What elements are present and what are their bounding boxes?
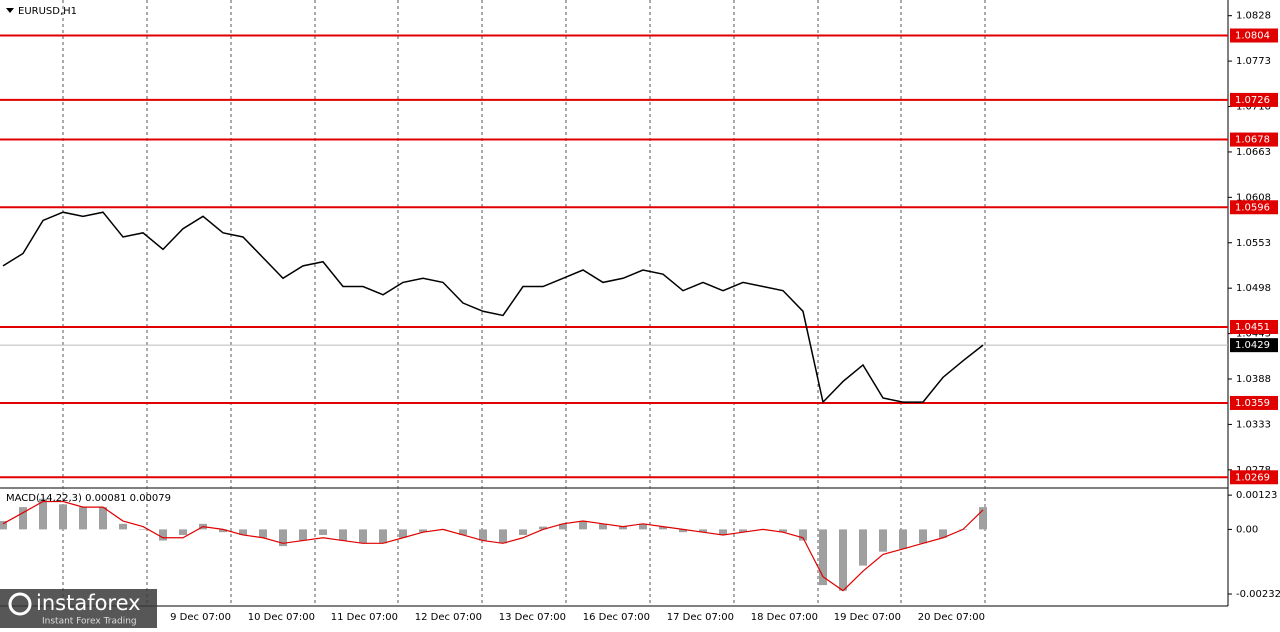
symbol-title: EURUSD,H1 (18, 6, 77, 17)
level-box (1230, 395, 1278, 410)
time-label: 10 Dec 07:00 (248, 612, 315, 623)
y-tick-label: 1.0333 (1236, 419, 1271, 430)
y-tick-label: 0.00123 (1236, 490, 1277, 501)
time-label: 17 Dec 07:00 (667, 612, 734, 623)
y-tick-label: 1.0553 (1236, 238, 1271, 249)
macd-bar (739, 529, 747, 533)
time-label: 19 Dec 07:00 (834, 612, 901, 623)
price-line (2, 211, 984, 404)
macd-bar (399, 529, 407, 538)
indicator-title: MACD(14,22,3) 0.00081 0.00079 (6, 493, 171, 504)
level-label: 1.0804 (1235, 31, 1270, 42)
time-label: 20 Dec 07:00 (918, 612, 985, 623)
macd-bar (539, 526, 547, 530)
y-tick-label: 1.0388 (1236, 374, 1271, 385)
macd-bar (659, 526, 667, 530)
macd-bar (479, 529, 487, 541)
y-tick-label: 1.0608 (1236, 192, 1271, 203)
macd-bar (579, 521, 587, 530)
macd-bar (799, 529, 807, 541)
macd-bar (39, 498, 47, 530)
macd-bar (119, 523, 127, 530)
macd-bar (239, 529, 247, 535)
current-price-box (1230, 338, 1278, 353)
macd-bar (679, 529, 687, 533)
logo-name: instaforex (36, 591, 141, 615)
time-label: 12 Dec 07:00 (415, 612, 482, 623)
macd-bar (339, 529, 347, 541)
y-tick-label: 1.0773 (1236, 56, 1271, 67)
time-label: 11 Dec 07:00 (331, 612, 398, 623)
macd-bar (839, 529, 847, 591)
macd-bar (79, 507, 87, 530)
macd-bar (879, 529, 887, 552)
logo: instaforex Instant Forex Trading (0, 589, 157, 628)
macd-bar (819, 529, 827, 586)
macd-bar (619, 526, 627, 530)
macd-bar (179, 529, 187, 535)
level-label: 1.0359 (1235, 398, 1270, 409)
y-tick-label: 1.0663 (1236, 147, 1271, 158)
menu-arrow[interactable] (6, 8, 14, 13)
current-price-label: 1.0429 (1235, 340, 1270, 351)
time-label: 9 Dec 07:00 (170, 612, 231, 623)
y-tick-label: 0.00 (1236, 524, 1258, 535)
macd-bar (319, 529, 327, 535)
macd-bar (279, 529, 287, 547)
level-box (1230, 92, 1278, 107)
level-label: 1.0451 (1235, 322, 1270, 333)
level-box (1230, 28, 1278, 43)
macd-bar (499, 529, 507, 544)
macd-bar (459, 529, 467, 535)
macd-bar (559, 523, 567, 530)
time-label: 13 Dec 07:00 (499, 612, 566, 623)
macd-bar (699, 529, 707, 533)
macd-bar (639, 523, 647, 530)
logo-tagline: Instant Forex Trading (42, 617, 137, 627)
level-box (1230, 319, 1278, 334)
macd-bar (359, 529, 367, 544)
level-box (1230, 132, 1278, 147)
macd-bar (139, 529, 147, 530)
macd-bar (419, 529, 427, 533)
macd-bar (519, 529, 527, 535)
macd-bar (859, 529, 867, 566)
macd-bar (979, 507, 987, 530)
macd-bar (379, 529, 387, 544)
level-box (1230, 470, 1278, 485)
macd-bar (219, 529, 227, 533)
macd-bar (299, 529, 307, 541)
y-tick-label: 1.0828 (1236, 11, 1271, 22)
logo-icon (8, 592, 32, 616)
macd-bar (99, 507, 107, 530)
time-label: 16 Dec 07:00 (583, 612, 650, 623)
y-tick-label: 1.0498 (1236, 283, 1271, 294)
macd-bar (919, 529, 927, 544)
time-label: 18 Dec 07:00 (751, 612, 818, 623)
macd-bar (719, 529, 727, 535)
y-tick-label: 1.0718 (1236, 102, 1271, 113)
macd-bar (0, 521, 7, 530)
level-label: 1.0726 (1235, 95, 1270, 106)
macd-bar (159, 529, 167, 541)
y-tick-label: -0.00232 (1236, 589, 1280, 600)
macd-bar (59, 504, 67, 530)
signal-line (2, 500, 984, 592)
level-label: 1.0596 (1235, 202, 1270, 213)
macd-bar (259, 529, 267, 538)
level-label: 1.0678 (1235, 135, 1270, 146)
y-tick-label: 1.0443 (1236, 329, 1271, 340)
level-box (1230, 200, 1278, 215)
macd-bar (939, 529, 947, 538)
macd-bar (599, 523, 607, 530)
level-label: 1.0269 (1235, 472, 1270, 483)
macd-bar (779, 529, 787, 533)
macd-bar (899, 529, 907, 549)
macd-bar (19, 507, 27, 530)
